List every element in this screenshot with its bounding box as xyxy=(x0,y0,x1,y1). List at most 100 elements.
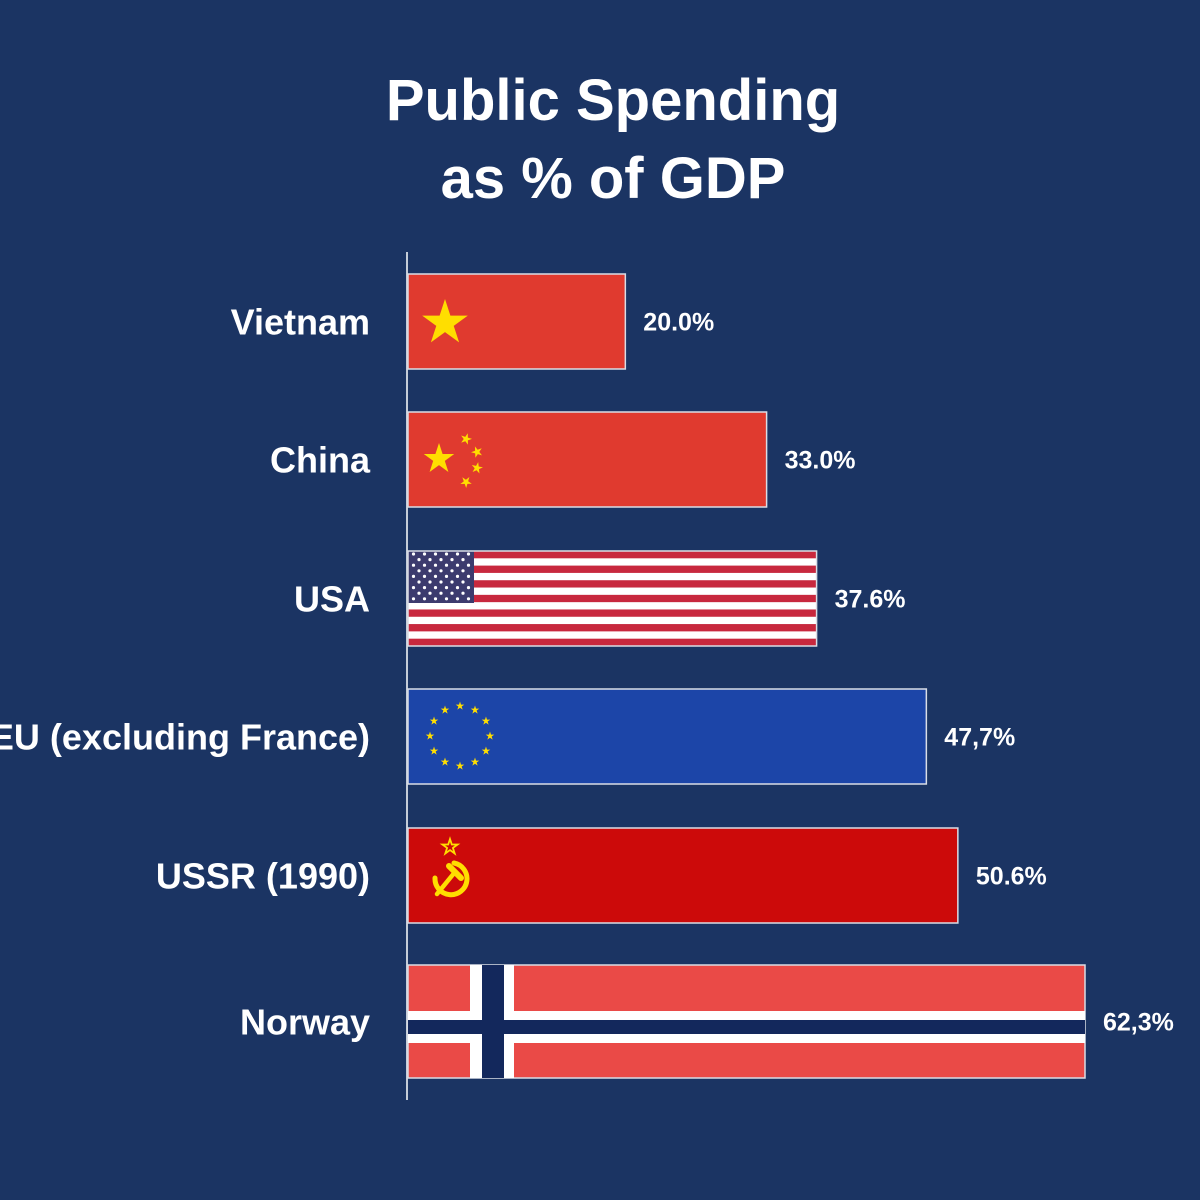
star-icon xyxy=(422,563,427,567)
star-icon xyxy=(411,597,416,601)
star-icon xyxy=(455,701,465,710)
star-icon xyxy=(455,761,465,770)
flag-stripe xyxy=(408,572,817,581)
star-icon xyxy=(422,586,427,590)
flag-stripe xyxy=(408,624,817,632)
star-icon xyxy=(481,716,491,725)
value-label: 20.0% xyxy=(643,309,714,337)
star-icon xyxy=(411,586,416,590)
bar xyxy=(407,964,1086,1079)
star-icon xyxy=(428,591,432,595)
star-icon xyxy=(470,757,480,766)
star-icon xyxy=(417,580,421,584)
star-icon xyxy=(444,574,449,578)
small-star-icon xyxy=(460,477,472,488)
category-label: USA xyxy=(294,579,370,620)
star-icon xyxy=(450,580,454,584)
star-icon xyxy=(422,597,427,601)
star-icon xyxy=(439,580,443,584)
category-label: Vietnam xyxy=(231,302,370,343)
flag-stripe xyxy=(408,558,817,566)
chart-title-line: as % of GDP xyxy=(441,146,786,211)
chart-title-line: Public Spending xyxy=(386,68,840,133)
star-icon xyxy=(433,563,438,567)
star-icon xyxy=(429,746,439,755)
star-icon xyxy=(411,563,416,567)
star-icon xyxy=(481,746,491,755)
hammer-and-sickle-icon xyxy=(432,860,470,898)
star-icon xyxy=(411,552,416,556)
bars: Vietnam 20.0% China 33.0% USA 37.6% EU (exclud… xyxy=(0,273,1174,1079)
star-icon xyxy=(439,558,443,562)
star-icon xyxy=(444,586,449,590)
star-icon xyxy=(450,591,454,595)
star-icon xyxy=(433,586,438,590)
star-icon xyxy=(417,558,421,562)
bar xyxy=(407,273,627,370)
flag-background xyxy=(407,411,768,508)
canton-stars xyxy=(411,552,471,601)
star-icon xyxy=(466,586,471,590)
star-icon xyxy=(461,569,465,573)
star-icon xyxy=(433,574,438,578)
star-icon xyxy=(429,716,439,725)
chart-title: Public Spending as % of GDP xyxy=(386,68,840,211)
star-icon xyxy=(417,591,421,595)
star-icon xyxy=(461,591,465,595)
star-icon xyxy=(422,552,427,556)
star-icon xyxy=(466,597,471,601)
flag-stripe xyxy=(408,594,817,603)
category-label: USSR (1990) xyxy=(156,856,370,897)
star-icon xyxy=(423,443,455,472)
value-label: 62,3% xyxy=(1103,1009,1174,1037)
star-icon xyxy=(444,552,449,556)
star-icon xyxy=(461,580,465,584)
bar xyxy=(407,827,959,924)
star-icon xyxy=(466,552,471,556)
star-icon xyxy=(444,563,449,567)
star-icon xyxy=(440,757,450,766)
flag-stripe xyxy=(408,602,817,610)
star-icon xyxy=(466,563,471,567)
bar xyxy=(407,550,818,647)
star-icon xyxy=(485,731,495,740)
flag-stripe xyxy=(408,587,817,596)
value-label: 33.0% xyxy=(785,447,856,475)
star-icon xyxy=(428,580,432,584)
outline-star-icon xyxy=(439,836,461,856)
flag-stripe xyxy=(408,616,817,625)
flag-stripe xyxy=(408,551,817,559)
bar xyxy=(407,411,768,508)
flag-background xyxy=(407,827,959,924)
bar xyxy=(407,688,928,785)
value-label: 47,7% xyxy=(944,724,1015,752)
star-icon xyxy=(444,597,449,601)
small-star-icon xyxy=(471,462,483,474)
star-icon xyxy=(450,558,454,562)
small-star-icon xyxy=(471,446,482,458)
star-icon xyxy=(450,569,454,573)
star-icon xyxy=(440,705,450,714)
value-label: 37.6% xyxy=(835,586,906,614)
star-icon xyxy=(455,552,460,556)
category-label: China xyxy=(270,440,371,481)
category-label: Norway xyxy=(240,1002,370,1043)
star-icon xyxy=(417,569,421,573)
star-icon xyxy=(425,731,435,740)
star-icon xyxy=(439,569,443,573)
star-icon xyxy=(433,552,438,556)
small-star-icon xyxy=(461,433,472,445)
star-icon xyxy=(428,558,432,562)
star-icon xyxy=(461,558,465,562)
star-icon xyxy=(455,597,460,601)
star-icon xyxy=(455,586,460,590)
star-icon xyxy=(466,574,471,578)
flag-stripe xyxy=(408,631,817,639)
flag-stripe xyxy=(408,638,817,647)
flag-stripe xyxy=(408,580,817,588)
star-icon xyxy=(433,597,438,601)
star-icon xyxy=(439,591,443,595)
flag-background xyxy=(407,688,928,785)
star-icon xyxy=(455,563,460,567)
